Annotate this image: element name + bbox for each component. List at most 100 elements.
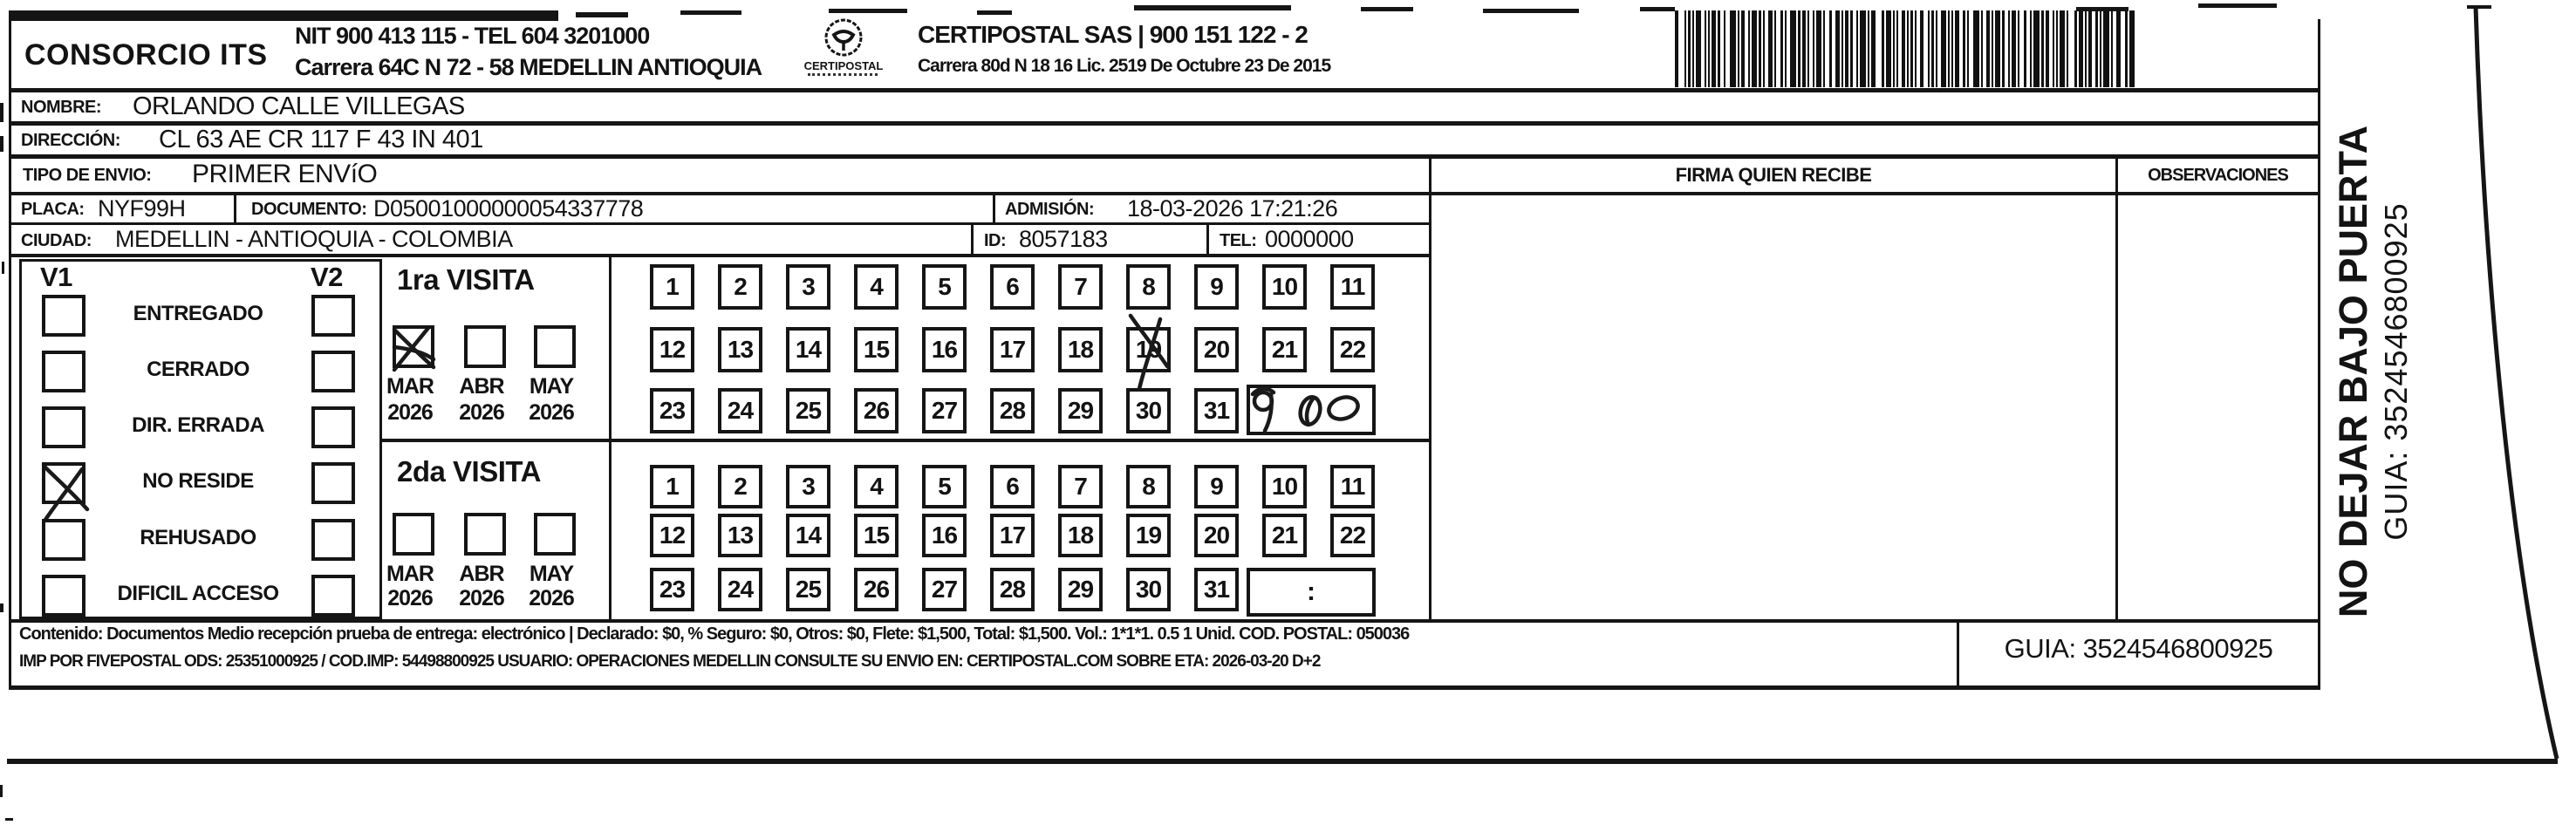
- second-visit-month-may-label: MAY: [529, 562, 574, 586]
- second-visit-day-grid: 1 2 3 4 5 6 7 8 9 10 11 12 13 14 15 16 17 18 19 20 21 22 23 24 2…: [650, 465, 1391, 617]
- id-label: ID:: [984, 231, 1007, 250]
- first-visit-day-21: 21: [1262, 327, 1307, 372]
- nombre-label: NOMBRE:: [21, 98, 102, 117]
- placa-label: PLACA:: [21, 200, 85, 219]
- documento-value: D05001000000054337778: [373, 195, 644, 222]
- visit-status-cell: [19, 259, 382, 619]
- barcode-svg: [1675, 10, 2135, 87]
- second-visit-day-17: 17: [990, 514, 1035, 557]
- firma-header: FIRMA QUIEN RECIBE: [1675, 164, 1872, 186]
- cell-divider: [1957, 619, 1959, 687]
- second-visit-day-7: 7: [1058, 465, 1103, 508]
- second-visit-month-may-checkbox: [534, 513, 576, 556]
- first-visit-day-30: 30: [1126, 388, 1171, 433]
- first-visit-day-19: 19: [1126, 327, 1171, 372]
- first-visit-day-23: 23: [650, 388, 694, 433]
- contenido-line2: IMP POR FIVEPOSTAL ODS: 25351000925 / CO…: [19, 652, 1321, 671]
- first-visit-day-8: 8: [1126, 264, 1171, 310]
- side-note-line1: NO DEJAR BAJO PUERTA: [2331, 125, 2375, 618]
- second-visit-day-24: 24: [718, 568, 762, 611]
- cell-divider: [1206, 222, 1209, 256]
- scan-artifact: [977, 10, 1012, 15]
- cell-divider: [1429, 154, 1431, 621]
- first-visit-day-1: 1: [650, 264, 694, 310]
- second-visit-day-1: 1: [650, 465, 694, 508]
- row-divider: [9, 88, 2320, 92]
- scan-artifact: [829, 9, 907, 13]
- logo-caption: CERTIPOSTAL: [803, 59, 884, 72]
- guia-number: GUIA: 3524546800925: [2004, 633, 2273, 664]
- first-visit-day-27: 27: [922, 388, 967, 433]
- row-divider: [9, 222, 1431, 225]
- form-bottom-border: [9, 685, 2320, 690]
- ciudad-label: CIUDAD:: [21, 231, 92, 250]
- form-right-border: [2318, 19, 2320, 687]
- admision-value: 18-03-2026 17:21:26: [1127, 195, 1338, 222]
- first-visit-day-31: 31: [1194, 388, 1239, 433]
- company-name: CONSORCIO ITS: [24, 38, 268, 72]
- first-visit-day-10: 10: [1262, 264, 1307, 310]
- scan-artifact: [2198, 3, 2277, 8]
- second-visit-day-23: 23: [650, 568, 694, 611]
- v2-checkbox-entregado: [311, 295, 355, 337]
- v2-checkbox-dir-errada: [311, 406, 355, 448]
- tipo-envio-label: TIPO DE ENVIO:: [23, 166, 152, 185]
- row-divider: [9, 254, 1431, 257]
- certipostal-logo-icon: [824, 18, 863, 57]
- second-visit-day-15: 15: [854, 514, 899, 557]
- first-visit-month-may-label: MAY: [529, 374, 574, 399]
- row-divider: [9, 121, 2320, 126]
- v1-checkbox-rehusado: [42, 519, 85, 561]
- first-visit-day-2: 2: [718, 264, 762, 310]
- second-visit-month-mar-checkbox: [393, 513, 434, 556]
- carrier-info: Carrera 80d N 18 16 Lic. 2519 De Octubre…: [918, 56, 1331, 76]
- first-visit-day-26: 26: [854, 388, 899, 433]
- first-visit-month-mar-label: MAR: [386, 374, 434, 399]
- first-visit-day-29: 29: [1058, 388, 1103, 433]
- scan-artifact: [2467, 5, 2491, 9]
- first-visit-day-18: 18: [1058, 327, 1103, 372]
- first-visit-day-22: 22: [1330, 327, 1375, 372]
- first-visit-day-13: 13: [718, 327, 762, 372]
- cell-divider: [971, 222, 974, 256]
- carrier-name: CERTIPOSTAL SAS | 900 151 122 - 2: [918, 21, 1308, 48]
- scan-artifact: [2, 262, 4, 274]
- scan-artifact: [1483, 9, 1579, 13]
- first-visit-day-15: 15: [854, 327, 899, 372]
- second-visit-day-19: 19: [1126, 514, 1171, 557]
- v1-checkbox-dificil-acceso: [42, 575, 85, 617]
- side-note: NO DEJAR BAJO PUERTA GUIA: 3524546800925: [2331, 78, 2434, 665]
- second-visit-day-10: 10: [1262, 465, 1307, 508]
- first-visit-day-5: 5: [922, 264, 967, 310]
- status-label-entregado: ENTREGADO: [133, 302, 263, 325]
- v1-checkbox-no-reside: [42, 462, 85, 504]
- v2-checkbox-no-reside: [311, 462, 355, 504]
- second-visit-day-22: 22: [1330, 514, 1375, 557]
- scan-artifact: [0, 604, 3, 612]
- scan-artifact: [9, 10, 558, 21]
- logo-tagline-smudge: [808, 73, 878, 76]
- second-visit-day-27: 27: [922, 568, 967, 611]
- nombre-value: ORLANDO CALLE VILLEGAS: [133, 92, 465, 120]
- cell-divider: [993, 192, 995, 224]
- first-visit-day-12: 12: [650, 327, 694, 372]
- first-visit-day-16: 16: [922, 327, 967, 372]
- v2-checkbox-rehusado: [311, 519, 355, 561]
- status-label-no-reside: NO RESIDE: [142, 469, 254, 493]
- scan-artifact: [1361, 7, 1413, 11]
- company-info-line1: NIT 900 413 115 - TEL 604 3201000: [295, 23, 650, 49]
- first-visit-month-abr-checkbox: [464, 325, 506, 368]
- second-visit-day-3: 3: [786, 465, 830, 508]
- second-visit-day-26: 26: [854, 568, 899, 611]
- first-visit-day-24: 24: [718, 388, 762, 433]
- first-visit-time-box: [1247, 385, 1376, 435]
- second-visit-day-21: 21: [1262, 514, 1307, 557]
- first-visit-month-may-year: 2026: [529, 400, 575, 425]
- status-label-dificil-acceso: DIFICIL ACCESO: [117, 582, 279, 605]
- v1-column-label: V1: [40, 262, 72, 292]
- admision-label: ADMISIÓN:: [1005, 200, 1095, 219]
- tipo-envio-value: PRIMER ENVíO: [192, 160, 378, 188]
- scan-artifact: [1640, 7, 1675, 11]
- scan-artifact: [680, 10, 741, 15]
- first-visit-month-abr-year: 2026: [459, 400, 505, 425]
